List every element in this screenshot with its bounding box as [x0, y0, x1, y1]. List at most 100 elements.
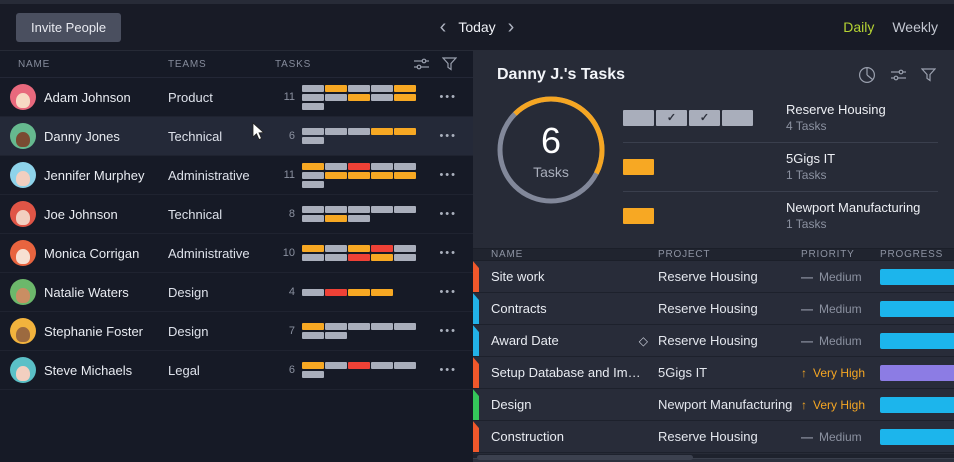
tasks-table-header: NAME PROJECT PRIORITY PROGRESS [473, 248, 954, 262]
previous-day-chevron-icon[interactable]: ‹ [439, 16, 447, 38]
settings-sliders-icon[interactable] [413, 57, 430, 71]
task-color-strip [473, 389, 479, 421]
person-row[interactable]: Joe Johnson Technical 8 ••• [0, 195, 473, 234]
project-task-count: 1 Tasks [786, 168, 827, 182]
task-count-ring: 6 Tasks [495, 94, 607, 206]
person-tasks-cell: 7 [275, 323, 439, 339]
project-task-cells: ✓ ✓ [623, 109, 768, 126]
task-name-cell: Award Date ◇ [491, 333, 658, 348]
more-options-icon[interactable]: ••• [439, 325, 457, 337]
task-count: 10 [282, 247, 295, 259]
avatar-face [16, 288, 30, 303]
priority-label: Very High [813, 365, 866, 380]
person-tasks-cell: 11 [275, 162, 439, 188]
task-color-strip [473, 325, 479, 357]
mini-gantt-bars [302, 245, 420, 261]
task-row[interactable]: Site work Reserve Housing — Medium [473, 261, 954, 294]
priority-label: Medium [819, 429, 862, 444]
project-groups: ✓ ✓ Reserve Housing 4 Tasks 5Gigs IT 1 Ta… [623, 94, 938, 240]
task-priority: — Medium [801, 270, 880, 284]
person-row[interactable]: Monica Corrigan Administrative 10 ••• [0, 234, 473, 273]
more-options-icon[interactable]: ••• [439, 208, 457, 220]
next-day-chevron-icon[interactable]: › [507, 16, 515, 38]
settings-sliders-icon[interactable] [890, 68, 907, 82]
people-panel: NAME TEAMS TASKS [0, 50, 473, 462]
mini-gantt-bars [302, 128, 420, 144]
tab-daily[interactable]: Daily [843, 19, 875, 35]
project-task-cells [623, 207, 768, 224]
task-cell [623, 207, 654, 224]
task-count-label: Tasks [533, 164, 569, 180]
task-row[interactable]: Contracts Reserve Housing — Medium [473, 293, 954, 326]
task-color-strip [473, 261, 479, 293]
project-name: 5Gigs IT [786, 151, 836, 166]
avatar [10, 123, 36, 149]
person-row[interactable]: Danny Jones Technical 6 ••• [0, 117, 473, 156]
task-row[interactable]: Design Newport Manufacturing ↑ Very High [473, 389, 954, 422]
view-mode-tabs: Daily Weekly [843, 19, 938, 35]
scrollbar-thumb[interactable] [477, 455, 694, 461]
priority-icon: — [801, 333, 813, 348]
more-options-icon[interactable]: ••• [439, 91, 457, 103]
more-options-icon[interactable]: ••• [439, 169, 457, 181]
person-tasks-cell: 10 [275, 245, 439, 261]
task-row[interactable]: Setup Database and Import ... 5Gigs IT ↑… [473, 357, 954, 390]
filter-funnel-icon[interactable] [442, 57, 457, 71]
person-team: Legal [168, 362, 200, 378]
project-task-count: 4 Tasks [786, 119, 827, 133]
task-count: 8 [288, 208, 295, 220]
more-options-icon[interactable]: ••• [439, 286, 457, 298]
person-row[interactable]: Jennifer Murphey Administrative 11 ••• [0, 156, 473, 195]
person-name: Jennifer Murphey [44, 167, 145, 183]
today-label[interactable]: Today [458, 19, 496, 35]
person-row[interactable]: Steve Michaels Legal 6 ••• [0, 351, 473, 390]
avatar-face [16, 171, 30, 186]
priority-icon: — [801, 269, 813, 284]
task-row[interactable]: Award Date ◇ Reserve Housing — Medium [473, 325, 954, 358]
task-cell [722, 109, 753, 126]
task-project: Reserve Housing [658, 333, 758, 349]
task-cell [623, 109, 654, 126]
avatar [10, 162, 36, 188]
task-row[interactable]: Construction Reserve Housing — Medium [473, 421, 954, 454]
person-name: Natalie Waters [44, 284, 129, 300]
task-progress-cell [880, 332, 954, 349]
mini-gantt-bars [302, 162, 420, 188]
task-cell-checked: ✓ [689, 109, 720, 126]
priority-icon: — [801, 429, 813, 444]
priority-label: Medium [819, 269, 862, 284]
person-row[interactable]: Stephanie Foster Design 7 ••• [0, 312, 473, 351]
person-team: Product [168, 89, 213, 105]
progress-bar [880, 364, 954, 381]
task-priority: ↑ Very High [801, 366, 880, 380]
person-tasks-cell: 6 [275, 362, 439, 378]
person-name: Stephanie Foster [44, 323, 144, 339]
progress-bar [880, 428, 954, 445]
more-options-icon[interactable]: ••• [439, 247, 457, 259]
person-team: Technical [168, 206, 223, 222]
invite-people-button[interactable]: Invite People [16, 12, 122, 42]
person-row[interactable]: Natalie Waters Design 4 ••• [0, 273, 473, 312]
avatar-face [16, 210, 30, 225]
horizontal-scrollbar[interactable] [473, 454, 954, 461]
task-project: Reserve Housing [658, 429, 758, 445]
avatar-face [16, 327, 30, 342]
task-priority: — Medium [801, 334, 880, 348]
pie-chart-icon[interactable] [858, 66, 876, 84]
task-progress-cell [880, 268, 954, 285]
task-count: 11 [283, 91, 295, 103]
task-name: Site work [491, 269, 545, 285]
task-name-cell: Construction [491, 429, 658, 444]
avatar-face [16, 132, 30, 147]
task-color-strip [473, 421, 479, 453]
filter-funnel-icon[interactable] [921, 68, 936, 82]
more-options-icon[interactable]: ••• [439, 364, 457, 376]
task-name: Construction [491, 429, 564, 445]
person-row[interactable]: Adam Johnson Product 11 ••• [0, 78, 473, 117]
person-name: Monica Corrigan [44, 245, 140, 261]
mini-gantt-bars [302, 362, 420, 378]
project-task-cells [623, 158, 768, 175]
tab-weekly[interactable]: Weekly [892, 19, 938, 35]
more-options-icon[interactable]: ••• [439, 130, 457, 142]
